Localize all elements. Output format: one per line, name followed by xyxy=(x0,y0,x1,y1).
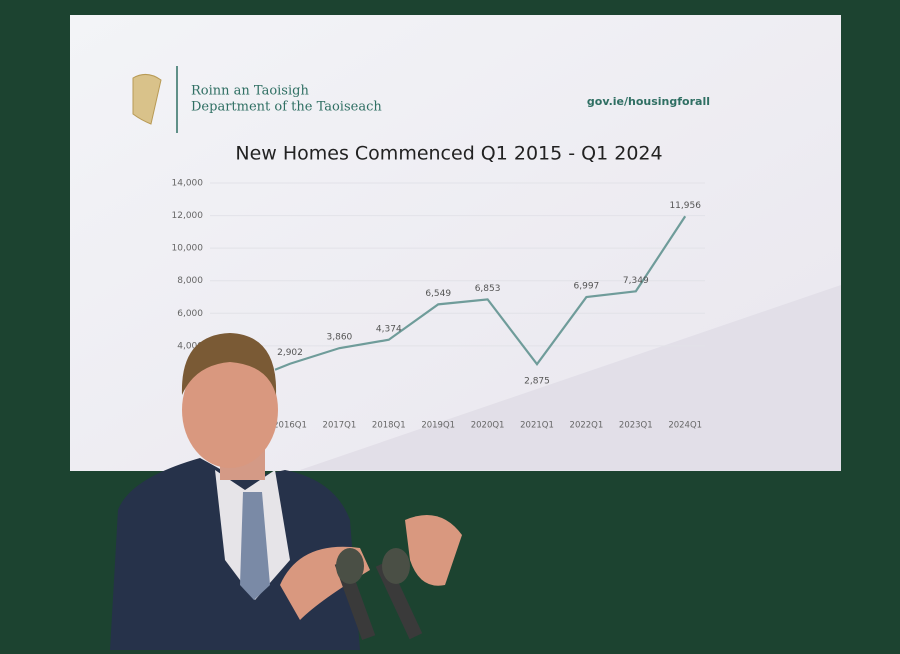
microphone xyxy=(375,560,423,640)
y-tick-label: 4,000 xyxy=(177,341,203,351)
screen-shade xyxy=(300,285,841,471)
tie xyxy=(240,492,270,600)
speaker xyxy=(110,333,462,650)
x-tick-label: 2024Q1 xyxy=(668,421,702,431)
value-label: 2,902 xyxy=(277,348,303,358)
y-tick-label: 10,000 xyxy=(172,244,204,254)
x-tick-label: 2018Q1 xyxy=(372,421,406,431)
chart-title: New Homes Commenced Q1 2015 - Q1 2024 xyxy=(235,143,662,165)
org-irish: Roinn an Taoisigh xyxy=(191,84,309,99)
x-tick-label: 2021Q1 xyxy=(520,421,554,431)
value-label: 7,349 xyxy=(623,276,649,286)
value-label: 11,956 xyxy=(669,201,701,211)
y-tick-label: 8,000 xyxy=(177,276,203,286)
y-tick-label: 14,000 xyxy=(172,179,204,189)
org-english: Department of the Taoiseach xyxy=(191,100,382,115)
head xyxy=(182,352,278,468)
value-label: 2,875 xyxy=(524,377,550,387)
mic-head xyxy=(336,548,364,584)
x-tick-label: 2023Q1 xyxy=(619,421,653,431)
series-line xyxy=(274,215,687,371)
x-tick-label: 2019Q1 xyxy=(421,421,455,431)
harp-emblem xyxy=(132,74,162,125)
right-hand xyxy=(405,515,462,586)
value-label: 6,549 xyxy=(425,289,451,299)
url: gov.ie/housingforall xyxy=(587,95,710,108)
value-label: 6,997 xyxy=(574,282,600,292)
x-tick-label: 2017Q1 xyxy=(323,421,357,431)
x-tick-label: 2020Q1 xyxy=(471,421,505,431)
x-tick-label: 2022Q1 xyxy=(570,421,604,431)
hair xyxy=(181,333,277,395)
value-label: 4,374 xyxy=(376,324,402,334)
mic-head xyxy=(382,548,410,584)
y-tick-label: 12,000 xyxy=(172,211,204,221)
y-tick-label: 6,000 xyxy=(177,309,203,319)
chart: 4,000 6,000 8,000 10,000 12,000 14,000 2016Q1 2… xyxy=(172,179,705,431)
value-label: 6,853 xyxy=(475,284,501,294)
value-label: 3,860 xyxy=(327,333,353,343)
x-tick-label: 2016Q1 xyxy=(273,421,307,431)
